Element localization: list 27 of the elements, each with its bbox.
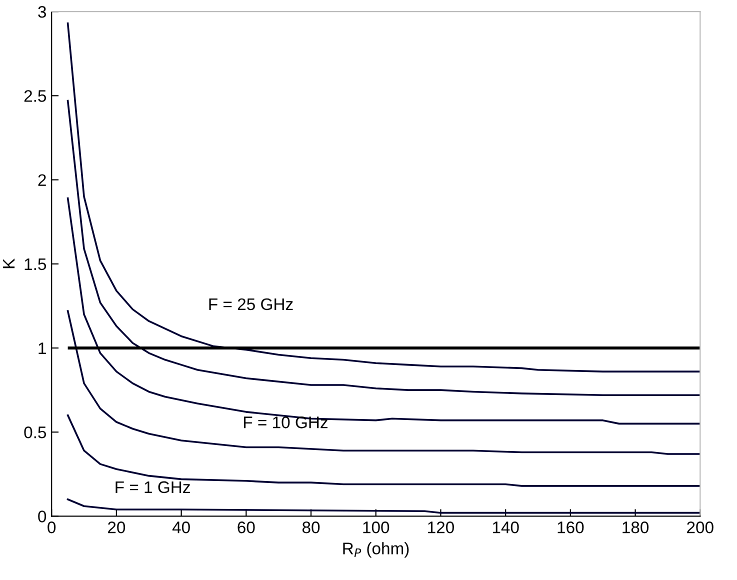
line-series <box>66 310 700 455</box>
x-tick-label: 60 <box>238 522 255 534</box>
x-tick-label: 0 <box>48 522 56 534</box>
x-tick-label: 120 <box>428 522 454 534</box>
x-axis-title: R$_{P}$ (ohm) <box>343 542 409 558</box>
series-label: F = 25 GHz <box>209 298 293 310</box>
series-label: F = 10 GHz <box>244 416 328 428</box>
line-series <box>66 100 700 396</box>
line-series <box>66 498 700 514</box>
x-tick-label: 40 <box>172 522 190 534</box>
x-tick-label: 200 <box>687 522 714 534</box>
x-tick-label: 20 <box>108 522 126 534</box>
x-tick-label: 100 <box>363 522 390 534</box>
y-tick-label: 2.5 <box>24 90 46 102</box>
series-label: F = 1 GHz <box>116 481 190 494</box>
x-tick-label: 180 <box>622 522 649 534</box>
x-tick-label: 160 <box>558 522 584 534</box>
y-tick-label: 1 <box>38 342 46 354</box>
y-axis-title: K <box>3 258 15 268</box>
x-tick-label: 140 <box>492 522 519 534</box>
x-tick-label: 80 <box>302 522 320 534</box>
y-tick-label: 2 <box>38 174 46 186</box>
y-tick-label: 1.5 <box>24 258 46 270</box>
y-tick-label: 0 <box>38 510 46 522</box>
y-tick-label: 0.5 <box>24 426 46 438</box>
y-tick-label: 3 <box>38 6 46 18</box>
line-series <box>66 22 700 372</box>
